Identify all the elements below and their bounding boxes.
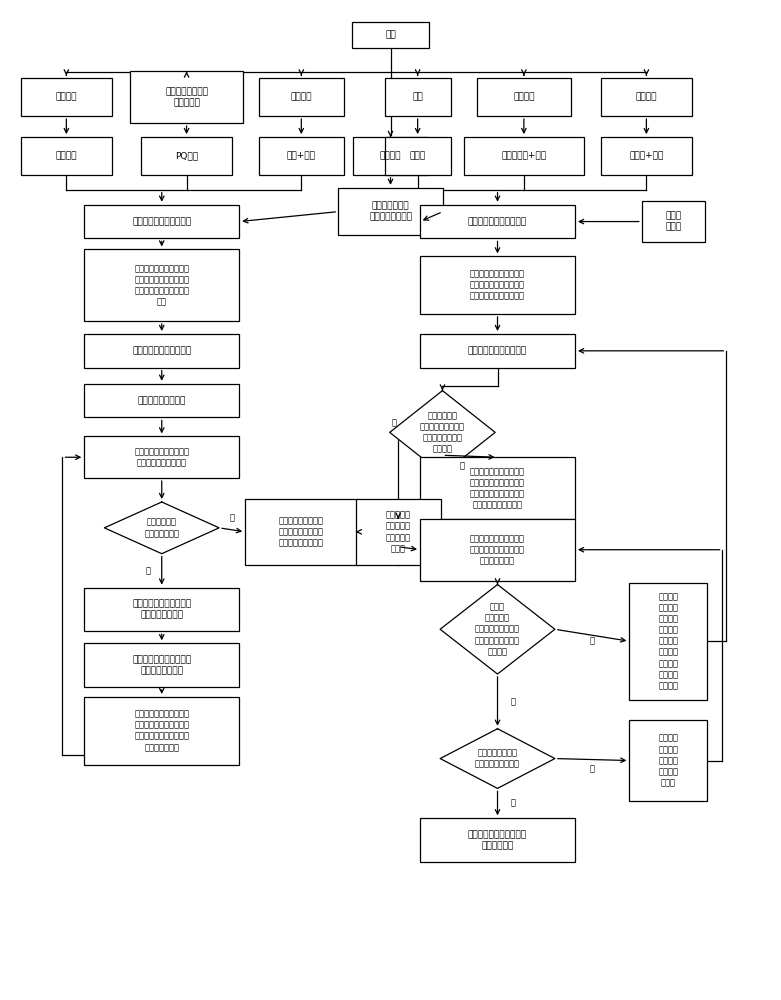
Bar xyxy=(352,137,429,175)
Text: 阻抗+导线: 阻抗+导线 xyxy=(287,151,316,160)
Text: PQ节点: PQ节点 xyxy=(175,151,198,160)
Text: 根据交流侧
的节点电压
建立节点电
压方程: 根据交流侧 的节点电压 建立节点电 压方程 xyxy=(386,511,411,553)
Bar xyxy=(420,457,575,519)
Text: 求解节点电压方程以获得
各列车节点电压和各整流
机组的负荷电流: 求解节点电压方程以获得 各列车节点电压和各整流 机组的负荷电流 xyxy=(470,534,525,565)
Text: 设置整流机组的工作区间
为第一工作区间并根据整
流机组的工作区间相关电
力值建立节点电压方程: 设置整流机组的工作区间 为第一工作区间并根据整 流机组的工作区间相关电 力值建立… xyxy=(470,467,525,509)
Bar xyxy=(84,249,239,321)
Text: 求解直流侧消耗的有功功
率和无功功率: 求解直流侧消耗的有功功 率和无功功率 xyxy=(468,830,527,850)
Text: 判断各
整流机组的
负荷电流是否在其工
作区间对应的负荷电
流范围内: 判断各 整流机组的 负荷电流是否在其工 作区间对应的负荷电 流范围内 xyxy=(475,603,520,656)
Text: 平衡节点: 平衡节点 xyxy=(55,151,77,160)
Bar xyxy=(385,78,451,116)
Bar xyxy=(420,256,575,314)
Bar xyxy=(629,583,707,700)
Bar xyxy=(84,436,239,478)
Text: 否: 否 xyxy=(145,566,150,575)
Bar xyxy=(84,588,239,631)
Polygon shape xyxy=(440,585,555,674)
Bar xyxy=(245,499,358,565)
Bar xyxy=(20,137,112,175)
Bar xyxy=(601,137,692,175)
Text: 否: 否 xyxy=(590,637,594,646)
Text: 整流机组: 整流机组 xyxy=(513,93,535,102)
Bar xyxy=(476,78,571,116)
Text: 对主变电所节点、牵引降
压混合所节点以及降压变
电所节点分别按顺序进行
编号: 对主变电所节点、牵引降 压混合所节点以及降压变 电所节点分别按顺序进行 编号 xyxy=(134,264,189,306)
Text: 受控电压源+电阻: 受控电压源+电阻 xyxy=(501,151,547,160)
Text: 预设各节点电压初值: 预设各节点电压初值 xyxy=(137,396,186,405)
Text: 判断各功率偏
差向量是否收敛: 判断各功率偏 差向量是否收敛 xyxy=(144,518,180,538)
Bar xyxy=(629,720,707,801)
Bar xyxy=(338,188,443,235)
Bar xyxy=(420,818,575,862)
Text: 开始: 开始 xyxy=(385,30,396,39)
Polygon shape xyxy=(390,391,495,474)
Bar xyxy=(420,519,575,581)
Text: 创建直流侧节点导纳矩阵: 创建直流侧节点导纳矩阵 xyxy=(468,346,527,355)
Bar xyxy=(84,697,239,765)
Text: 建立直流侧供电网络模型: 建立直流侧供电网络模型 xyxy=(468,217,527,226)
Bar xyxy=(141,137,232,175)
Text: 求解牛顿拉夫迈方程以获
得各节点修正变量: 求解牛顿拉夫迈方程以获 得各节点修正变量 xyxy=(132,655,191,675)
Text: 建立交流侧供电网络模型: 建立交流侧供电网络模型 xyxy=(132,217,191,226)
Text: 判断本次计算
是否为首次计算直流
侧消耗的有功率和
无功功率: 判断本次计算 是否为首次计算直流 侧消耗的有功率和 无功功率 xyxy=(420,411,465,454)
Text: 电力元件属性参
数、线路基础数据: 电力元件属性参 数、线路基础数据 xyxy=(369,202,412,222)
Text: 列车: 列车 xyxy=(412,93,423,102)
Bar xyxy=(84,334,239,368)
Text: 判断各列车节点电
压是否满足收敛精度: 判断各列车节点电 压是否满足收敛精度 xyxy=(475,749,520,769)
Text: 计算交流侧的节点电
压、支路电流、负荷
电流以及负荷的功率: 计算交流侧的节点电 压、支路电流、负荷 电流以及负荷的功率 xyxy=(279,516,324,547)
Bar xyxy=(420,205,575,238)
Bar xyxy=(84,643,239,687)
Bar xyxy=(20,78,112,116)
Text: 创建交流侧节点导纳矩阵: 创建交流侧节点导纳矩阵 xyxy=(132,346,191,355)
Bar xyxy=(84,384,239,417)
Text: 是: 是 xyxy=(511,697,515,706)
Polygon shape xyxy=(105,502,219,554)
Bar xyxy=(464,137,584,175)
Text: 否: 否 xyxy=(391,418,397,427)
Bar xyxy=(385,137,451,175)
Text: 主变电所: 主变电所 xyxy=(55,93,77,102)
Bar xyxy=(130,71,243,123)
Bar xyxy=(259,78,344,116)
Bar xyxy=(351,22,430,48)
Text: 供配电线: 供配电线 xyxy=(291,93,312,102)
Text: 纯电阻+导线: 纯电阻+导线 xyxy=(629,151,664,160)
Text: 是: 是 xyxy=(511,799,515,808)
Bar xyxy=(259,137,344,175)
Text: 是: 是 xyxy=(230,513,234,522)
Text: 调整整流
机组的工
作区间并
根据整流
机组的工
作区间相
关电力值
建立节点
电压方程: 调整整流 机组的工 作区间并 根据整流 机组的工 作区间相 关电力值 建立节点 … xyxy=(658,592,678,690)
Text: 将各节点电压初值代入公
式构建雅克比矩阵: 将各节点电压初值代入公 式构建雅克比矩阵 xyxy=(132,599,191,619)
Text: 读取数据: 读取数据 xyxy=(380,151,401,160)
Bar xyxy=(420,334,575,368)
Text: 将各节点电压初值代入公
式以获得功率偏差向量: 将各节点电压初值代入公 式以获得功率偏差向量 xyxy=(134,447,189,467)
Text: 供配电线: 供配电线 xyxy=(636,93,657,102)
Text: 是: 是 xyxy=(459,461,465,470)
Polygon shape xyxy=(440,729,555,788)
Text: 列车运
行信息: 列车运 行信息 xyxy=(665,212,682,232)
Bar xyxy=(642,201,705,242)
Bar xyxy=(84,205,239,238)
Bar xyxy=(355,499,441,565)
Text: 根据修正公式获得各节点
电压修正后的值，并将各
节点电压修正后的值作为
各节点电压初值: 根据修正公式获得各节点 电压修正后的值，并将各 节点电压修正后的值作为 各节点电… xyxy=(134,710,189,752)
Bar xyxy=(601,78,692,116)
Text: 根据恒功
率原则修
正列车节
点的牵引
取流值: 根据恒功 率原则修 正列车节 点的牵引 取流值 xyxy=(658,734,678,787)
Text: 对牵引变电所节点、列车
节点、接触网节点、轨道
节点分别按顺序进行编号: 对牵引变电所节点、列车 节点、接触网节点、轨道 节点分别按顺序进行编号 xyxy=(470,270,525,301)
Text: 功率源: 功率源 xyxy=(409,151,426,160)
Text: 否: 否 xyxy=(590,764,594,773)
Text: 牵引降压混合所和
降压变电所: 牵引降压混合所和 降压变电所 xyxy=(165,87,208,107)
